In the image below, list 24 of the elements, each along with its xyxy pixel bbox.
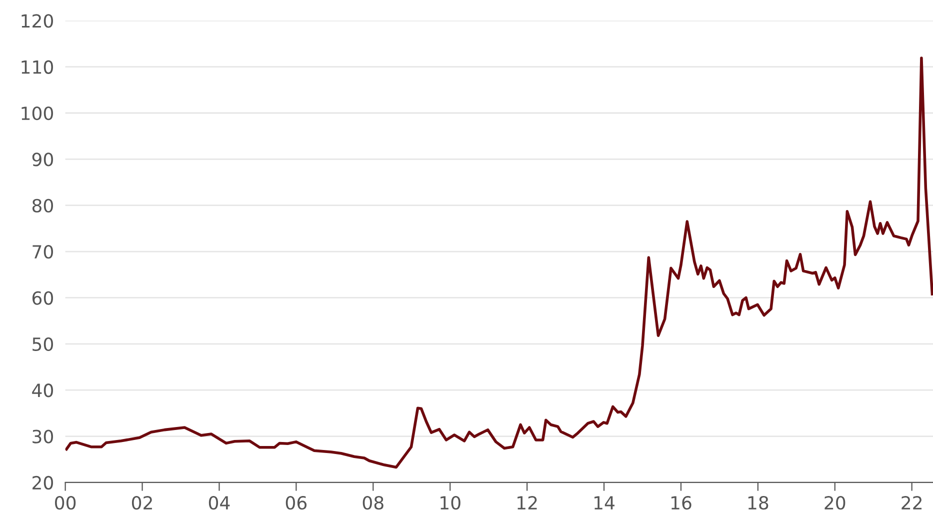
x-tick-label: 16 bbox=[671, 496, 692, 510]
y-tick-label: 30 bbox=[32, 430, 53, 444]
x-tick-label: 02 bbox=[132, 496, 152, 510]
x-tick-label: 14 bbox=[594, 496, 614, 510]
y-tick-label: 70 bbox=[32, 245, 53, 259]
y-tick-label: 80 bbox=[32, 198, 53, 212]
x-tick-label: 00 bbox=[55, 496, 76, 510]
x-tick-label: 06 bbox=[286, 496, 307, 510]
y-tick-label: 100 bbox=[22, 106, 53, 120]
x-tick-label: 04 bbox=[208, 496, 230, 510]
x-tick-label: 20 bbox=[824, 496, 846, 510]
y-tick-label: 50 bbox=[32, 337, 53, 352]
y-tick-label: 90 bbox=[32, 152, 53, 166]
x-tick-label: 18 bbox=[748, 496, 768, 510]
line-series bbox=[65, 56, 933, 469]
x-tick-label: 22 bbox=[902, 496, 922, 510]
y-tick-label: 110 bbox=[22, 60, 53, 74]
y-tick-label: 60 bbox=[32, 291, 53, 305]
y-tick-label: 120 bbox=[22, 14, 53, 28]
y-tick-label: 20 bbox=[32, 476, 53, 490]
x-tick-label: 10 bbox=[440, 496, 460, 510]
x-tick-label: 12 bbox=[518, 496, 537, 510]
x-tick-label: 08 bbox=[362, 496, 384, 510]
y-tick-label: 40 bbox=[32, 384, 53, 398]
